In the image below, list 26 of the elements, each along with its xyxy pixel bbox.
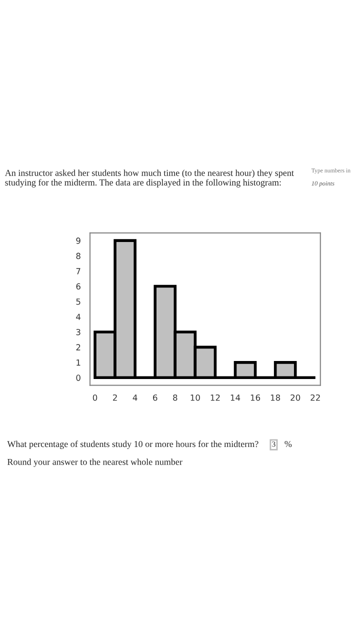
y-tick-label: 6 — [76, 283, 80, 290]
y-tick-label: 2 — [76, 344, 80, 350]
y-tick-label: 8 — [76, 252, 80, 260]
y-tick-label: 3 — [76, 328, 80, 336]
chart-title: An instructor asked her students how much time (to the nearest hour) they spent studying for the midterm. The data are displayed in the following histogram: — [4, 170, 294, 188]
y-tick-label: 4 — [76, 314, 81, 320]
x-tick-label: 20 — [290, 394, 300, 401]
y-tick-label: 0 — [76, 374, 80, 381]
x-tick-label: 6 — [153, 394, 158, 401]
x-tick-label: 12 — [210, 394, 220, 401]
text: % — [284, 440, 292, 448]
x-tick-label: 0 — [92, 394, 98, 401]
x-tick-label: 2 — [113, 394, 117, 401]
x-tick-label: 4 — [132, 394, 138, 401]
y-tick-label: 5 — [76, 298, 80, 305]
x-tick-label: 8 — [173, 394, 178, 401]
x-tick-label: 16 — [250, 394, 260, 401]
y-tick-label: 1 — [76, 360, 80, 366]
x-tick-label: 22 — [310, 394, 320, 401]
y-tick-label: 7 — [76, 268, 80, 274]
y-tick-label: 9 — [76, 238, 80, 244]
x-tick-label: 10 — [190, 394, 200, 401]
x-tick-label: 14 — [230, 394, 240, 401]
text: Round your answer to the nearest whole number — [7, 458, 182, 467]
text: What percentage of students study 10 or more hours for the midterm? — [7, 440, 258, 449]
x-tick-label: 18 — [270, 394, 280, 401]
